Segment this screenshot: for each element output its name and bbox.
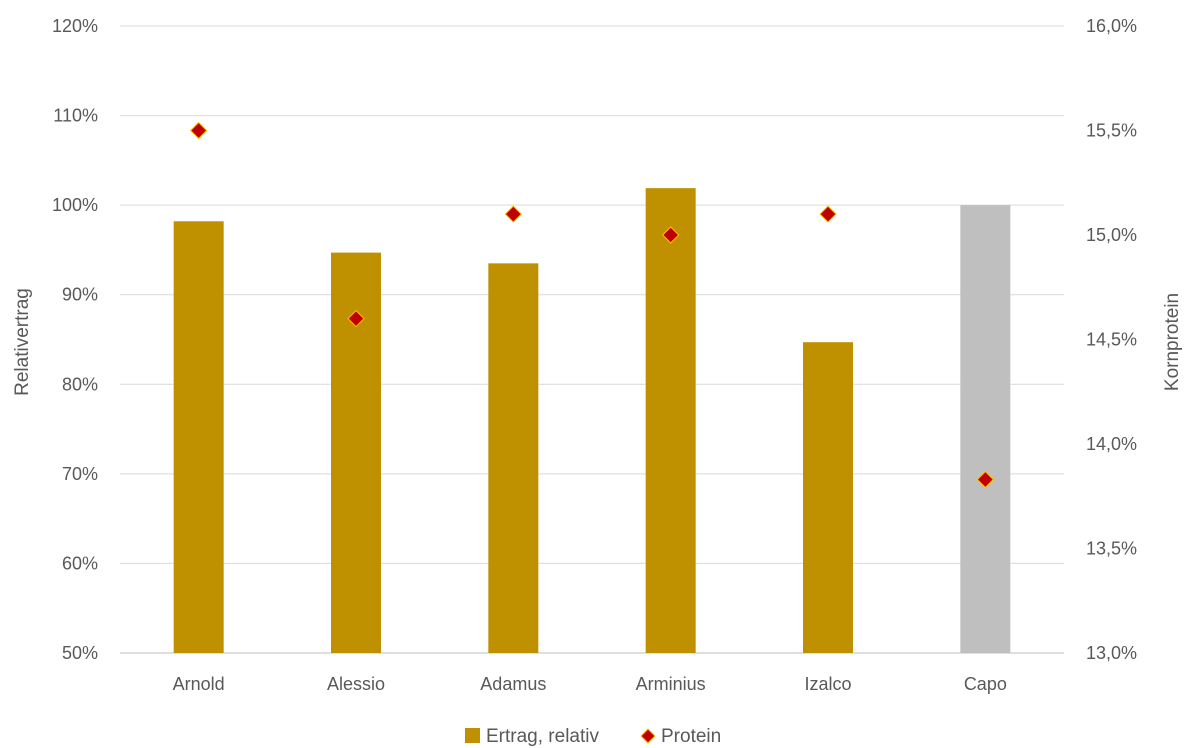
y2-axis-title: Kornprotein — [1162, 293, 1183, 391]
x-tick-label: Alessio — [327, 674, 385, 694]
y2-tick-label: 15,5% — [1086, 121, 1137, 141]
y-tick-label: 60% — [62, 553, 98, 573]
bar-arnold — [173, 221, 224, 653]
bar-arminius — [645, 188, 696, 654]
x-tick-label: Capo — [964, 674, 1007, 694]
protein-marker-adamus — [504, 205, 523, 223]
x-tick-label: Arnold — [173, 674, 225, 694]
gridlines — [120, 25, 1064, 654]
y-tick-label: 110% — [53, 106, 98, 126]
bar-adamus — [488, 263, 539, 653]
protein-series — [189, 121, 995, 489]
y2-tick-label: 14,5% — [1086, 330, 1137, 350]
y-axis-title: Relativertrag — [12, 288, 33, 396]
bar-capo — [960, 205, 1011, 653]
protein-marker-arminius — [661, 226, 680, 244]
y2-axis-tick-labels: 13,0% 13,5% 14,0% 14,5% 15,0% 15,5% 16,0% — [1086, 16, 1137, 663]
bar-izalco — [803, 342, 853, 653]
y2-tick-label: 13,5% — [1086, 539, 1137, 559]
legend-label-ertrag: Ertrag, relativ — [486, 726, 599, 747]
protein-marker-alessio — [347, 309, 365, 328]
y-tick-label: 50% — [62, 643, 98, 663]
x-tick-label: Arminius — [636, 674, 706, 694]
y2-tick-label: 16,0% — [1086, 16, 1137, 36]
y-tick-label: 120% — [52, 16, 98, 36]
y-axis-tick-labels: 50% 60% 70% 80% 90% 100% 110% 120% — [52, 16, 98, 663]
bar-series — [173, 188, 1011, 654]
x-tick-label: Izalco — [804, 674, 851, 694]
y-tick-label: 80% — [62, 374, 98, 394]
x-tick-label: Adamus — [480, 674, 546, 694]
y2-tick-label: 15,0% — [1086, 225, 1137, 245]
y-tick-label: 90% — [62, 285, 98, 305]
legend: Ertrag, relativ Protein — [465, 726, 721, 747]
legend-swatch-ertrag — [465, 728, 480, 743]
legend-swatch-protein-diamond — [640, 728, 656, 744]
y2-tick-label: 14,0% — [1086, 434, 1137, 454]
protein-marker-izalco — [819, 205, 837, 223]
y2-tick-label: 13,0% — [1086, 643, 1137, 663]
legend-label-protein: Protein — [661, 726, 721, 747]
y-tick-label: 70% — [62, 464, 98, 484]
protein-marker-capo — [976, 470, 995, 489]
x-axis-tick-labels: Arnold Alessio Adamus Arminius Izalco Capo — [173, 674, 1007, 694]
protein-marker-arnold — [189, 121, 208, 140]
y-tick-label: 100% — [52, 195, 98, 215]
